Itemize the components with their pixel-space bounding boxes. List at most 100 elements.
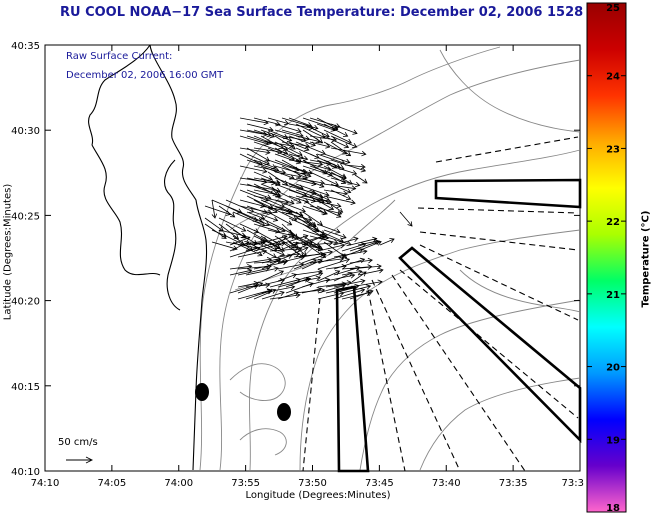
scale-label: 50 cm/s	[58, 437, 98, 448]
current-vector	[333, 236, 359, 246]
current-vector	[316, 153, 346, 165]
dash-9	[302, 297, 321, 472]
current-vector	[288, 159, 324, 167]
y-ticks: 40:10 40:15 40:20 40:25 40:30 40:35	[11, 41, 580, 478]
current-vector	[274, 195, 295, 205]
current-vector	[288, 183, 324, 199]
current-vector	[253, 159, 277, 170]
current-vector	[274, 123, 302, 134]
current-vector	[269, 234, 296, 246]
current-vector	[253, 217, 270, 227]
current-vector	[295, 141, 326, 156]
y-tick-label: 40:20	[11, 297, 40, 308]
contour-11	[229, 363, 286, 402]
current-vector	[325, 281, 347, 288]
current-vector	[323, 123, 349, 137]
colorbar-ticks: 18 19 20 21 22 23 24 25	[587, 2, 626, 514]
current-vector	[316, 223, 341, 234]
current-vector	[281, 159, 307, 174]
coastline-west	[91, 144, 161, 276]
x-tick-label: 73:35	[499, 478, 528, 489]
current-vector	[274, 189, 302, 204]
current-vector	[253, 211, 279, 222]
current-vector	[309, 199, 342, 209]
current-vector	[253, 278, 286, 288]
plot-frame	[44, 44, 581, 472]
contour-1	[199, 46, 501, 471]
coastline-bay	[88, 44, 151, 146]
current-vector	[349, 279, 383, 288]
current-vector	[260, 177, 281, 187]
current-vector	[301, 275, 321, 282]
current-vector	[330, 135, 358, 149]
current-vector	[239, 147, 271, 155]
current-vector	[317, 243, 346, 252]
current-vector	[260, 183, 281, 193]
current-vector	[330, 189, 352, 201]
current-vector	[323, 229, 347, 240]
current-vector	[225, 199, 255, 213]
contour-6	[419, 377, 581, 471]
current-vector	[349, 263, 382, 270]
current-vector	[277, 241, 299, 252]
y-axis-label: Latitude (Degrees:Minutes)	[2, 183, 14, 321]
current-vector	[246, 205, 268, 215]
colorbar-tick-label: 20	[606, 363, 620, 374]
current-vector	[285, 246, 309, 258]
y-tick-label: 40:10	[11, 467, 40, 478]
current-vector	[323, 183, 357, 191]
current-vector	[269, 246, 303, 252]
current-vector	[267, 117, 290, 126]
dash-5	[399, 269, 579, 419]
current-vector	[253, 189, 282, 198]
current-vector	[323, 195, 356, 206]
contour-3	[249, 149, 581, 471]
dash-1	[435, 136, 579, 163]
current-vector	[349, 257, 373, 264]
colorbar-tick-label: 22	[606, 217, 620, 228]
current-vector	[274, 171, 302, 179]
x-tick-label: 73:3	[562, 478, 584, 489]
x-ticks: 74:10 74:05 74:00 73:55 73:50 73:45 73:40 73:35…	[31, 45, 584, 489]
current-vector	[211, 241, 238, 251]
current-vector	[354, 174, 368, 184]
current-vector	[323, 141, 348, 155]
current-vector	[330, 141, 352, 157]
current-vector	[261, 284, 296, 294]
dash-8	[367, 289, 406, 472]
current-vector	[246, 241, 277, 259]
current-vector	[357, 267, 384, 276]
current-vector	[317, 257, 351, 270]
current-vector	[316, 229, 344, 243]
colorbar-tick-label: 21	[606, 290, 620, 301]
colorbar-tick-label: 18	[606, 503, 620, 514]
current-vector	[293, 271, 324, 282]
coastline	[88, 44, 208, 471]
overlay-text-2: December 02, 2006 16:00 GMT	[66, 70, 224, 81]
x-tick-label: 73:40	[432, 478, 461, 489]
y-tick-label: 40:15	[11, 382, 40, 393]
contour-12	[239, 428, 287, 456]
current-vector	[261, 270, 285, 282]
x-tick-label: 73:45	[365, 478, 394, 489]
current-vector	[261, 256, 281, 264]
current-vector	[218, 205, 236, 218]
current-vector	[301, 286, 322, 294]
current-vector	[357, 240, 382, 252]
current-vector	[301, 253, 327, 264]
marker-ellipse-2	[277, 403, 291, 421]
x-tick-label: 73:50	[298, 478, 327, 489]
current-vector	[253, 223, 281, 234]
current-vector	[323, 199, 344, 213]
scale-arrow	[66, 456, 94, 464]
colorbar	[586, 2, 627, 513]
current-vector	[239, 165, 268, 174]
current-vector	[253, 171, 273, 181]
current-vector	[330, 123, 358, 135]
current-vector	[330, 147, 367, 157]
current-vector	[309, 235, 339, 245]
dash-2	[417, 207, 579, 214]
current-vector	[349, 289, 374, 300]
current-vector	[277, 234, 309, 246]
current-vector	[330, 183, 352, 194]
